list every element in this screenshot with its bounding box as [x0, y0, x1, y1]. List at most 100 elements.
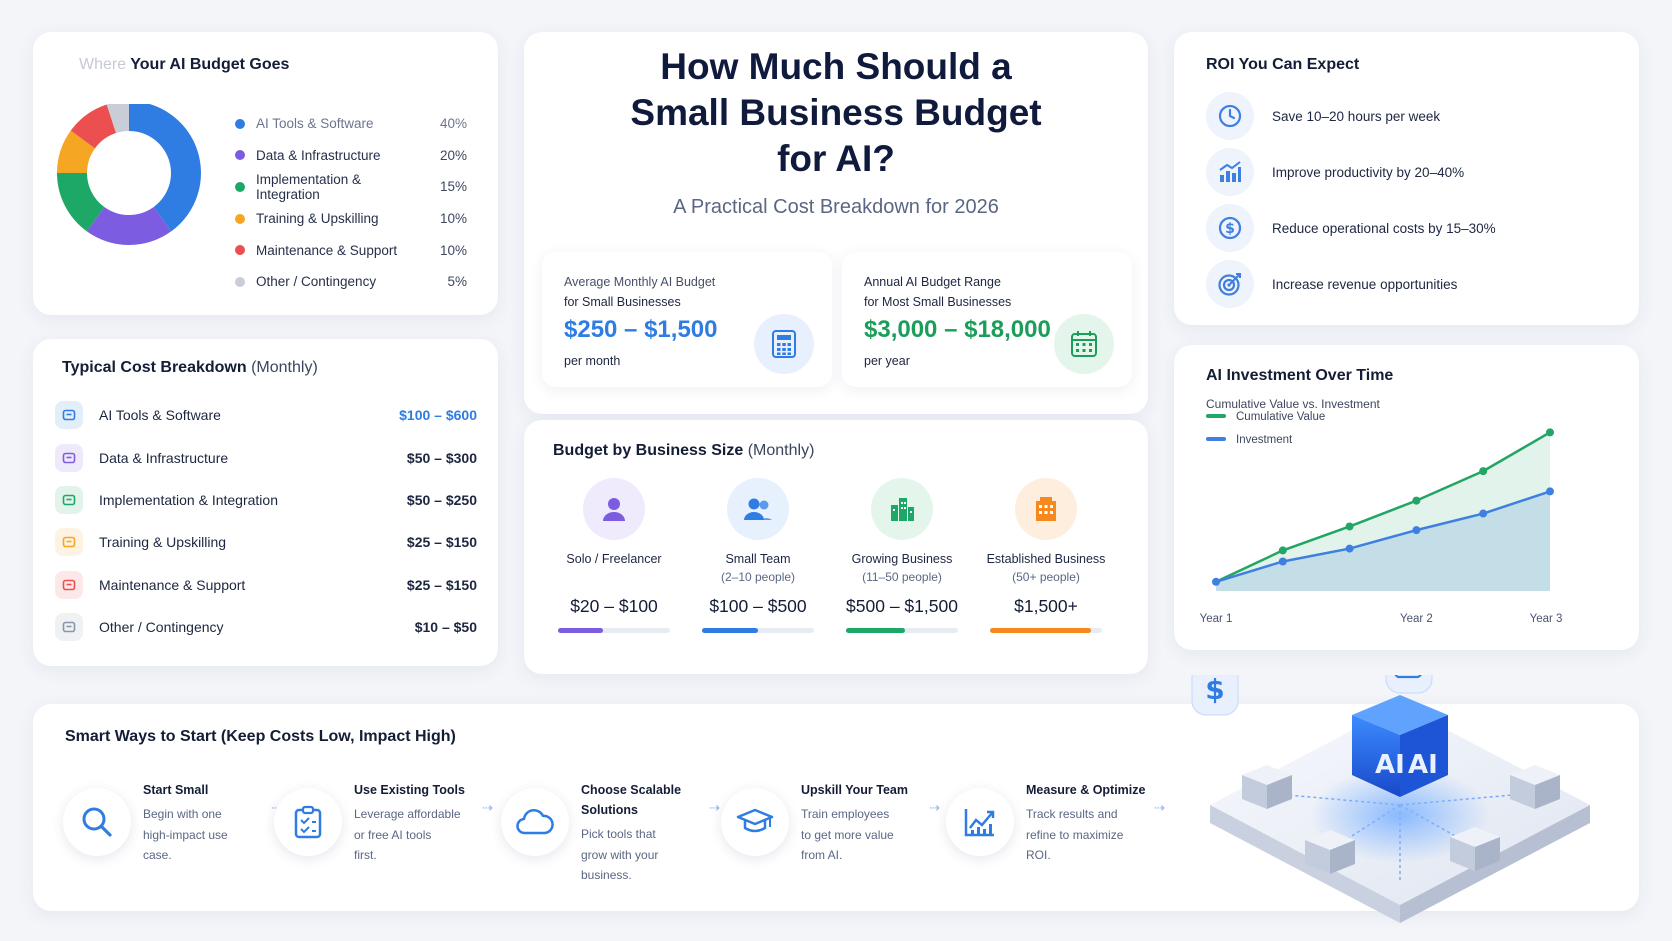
legend-swatch [235, 150, 245, 161]
cube-label-left: AI [1375, 750, 1405, 780]
legend-swatch [1206, 414, 1226, 418]
step-title: Start Small [143, 783, 209, 797]
size-price: $1,500+ [1014, 596, 1078, 616]
legend-label: Data & Infrastructure [256, 147, 381, 163]
step-title: Use Existing Tools [354, 783, 465, 797]
legend-label: Maintenance & Support [256, 242, 398, 258]
cost-label: Maintenance & Support [99, 576, 246, 593]
legend-label: Other / Contingency [256, 274, 377, 290]
cost-value: $50 – $250 [406, 491, 477, 508]
size-subtitle: (11–50 people) [862, 570, 942, 584]
series-point [1479, 467, 1488, 476]
step-title: Measure & Optimize [1026, 783, 1146, 797]
size-progress-bar [558, 628, 670, 633]
size-progress-fill [558, 628, 603, 633]
legend-swatch [235, 181, 245, 192]
cube-label-right: AI [1408, 750, 1438, 780]
series-point [1345, 522, 1354, 531]
legend-swatch [235, 245, 245, 256]
size-price: $500 – $1,500 [846, 596, 958, 616]
step-description: business. [581, 868, 632, 882]
roi-item: $ Reduce operational costs by 15–30% [1206, 200, 1496, 256]
calendar-icon [1054, 314, 1114, 374]
monthly-label-line1: Average Monthly AI Budget [564, 275, 716, 289]
line-growth-icon [946, 788, 1014, 856]
annual-amount: $3,000 – $18,000 [864, 316, 1051, 343]
line-card-subtitle: Cumulative Value vs. Investment [1206, 397, 1380, 411]
cost-label: Data & Infrastructure [99, 449, 229, 466]
roi-card-title: ROI You Can Expect [1206, 56, 1360, 73]
hero-card: How Much Should a Small Business Budget … [524, 32, 1148, 414]
size-subtitle [544, 570, 684, 586]
arrow-right-icon: ⇢ [929, 800, 940, 815]
size-column: Growing Business (11–50 people) $500 – $1,… [832, 478, 972, 633]
series-line-1 [1215, 490, 1551, 583]
business-size-card: Budget by Business Size (Monthly) Solo /… [524, 420, 1148, 674]
legend-label: Training & Upskilling [256, 211, 379, 227]
series-point [1345, 544, 1354, 553]
size-name: Growing Business [851, 552, 953, 566]
cost-value: $25 – $150 [406, 576, 477, 593]
bag-icon [55, 613, 83, 642]
series-line-0 [1215, 431, 1551, 583]
series-point [1546, 428, 1554, 437]
roi-list: Save 10–20 hours per week Improve product… [1206, 88, 1496, 312]
legend-percent: 20% [439, 147, 467, 163]
cost-row: Data & Infrastructure $50 – $300 [55, 436, 477, 478]
step-description: from AI. [801, 848, 843, 862]
cloud-bubble-icon [1385, 675, 1433, 694]
size-price: $20 – $100 [570, 596, 658, 616]
roi-text: Improve productivity by 20–40% [1272, 164, 1465, 180]
roi-text: Reduce operational costs by 15–30% [1272, 220, 1496, 236]
legend-swatch [235, 276, 245, 287]
size-name: Small Team [725, 552, 791, 566]
budget-distribution-card: Where Your AI Budget Goes AI Tools & Sof… [33, 32, 498, 315]
legend-label: Cumulative Value [1236, 411, 1325, 423]
graduation-cap-icon [721, 788, 789, 856]
x-tick-label: Year 2 [1400, 613, 1433, 625]
cost-label: Other / Contingency [99, 619, 224, 636]
annual-label-line2: for Most Small Businesses [864, 295, 1012, 309]
cost-label: Implementation & Integration [99, 491, 278, 508]
cost-row: Training & Upskilling $25 – $150 [55, 521, 477, 563]
ai-cube: AI AI [1352, 695, 1448, 797]
roi-text: Increase revenue opportunities [1272, 276, 1458, 292]
cost-row: AI Tools & Software $100 – $600 [55, 394, 477, 436]
svg-text:$: $ [1225, 221, 1235, 237]
size-price: $100 – $500 [709, 596, 807, 616]
arrow-right-icon: ⇢ [709, 800, 720, 815]
annual-budget-box: Annual AI Budget Range for Most Small Bu… [842, 252, 1132, 387]
series-point [1412, 496, 1421, 505]
size-progress-fill [702, 628, 758, 633]
legend-item: Training & Upskilling 10% [235, 203, 467, 235]
people-icon [727, 478, 789, 540]
step-description: Begin with one [143, 807, 222, 821]
legend-item: AI Tools & Software 40% [235, 108, 467, 140]
cost-label: Training & Upskilling [99, 534, 227, 551]
cost-list: AI Tools & Software $100 – $600 Data & Inf… [55, 394, 477, 648]
size-progress-bar [990, 628, 1102, 633]
legend-item: Other / Contingency 5% [235, 266, 467, 298]
step-title: Choose Scalable Solutions [581, 783, 682, 817]
cost-row: Implementation & Integration $50 – $250 [55, 479, 477, 521]
series-point [1278, 546, 1287, 555]
cost-value: $25 – $150 [406, 534, 477, 551]
legend-swatch [1206, 437, 1226, 441]
office-icon [1015, 478, 1077, 540]
cost-label: AI Tools & Software [99, 407, 221, 424]
size-subtitle: (50+ people) [1012, 570, 1080, 584]
legend-item: Data & Infrastructure 20% [235, 140, 467, 172]
size-subtitle: (2–10 people) [720, 570, 796, 584]
arrow-right-icon: ⇢ [1154, 800, 1165, 815]
cost-row: Other / Contingency $10 – $50 [55, 606, 477, 648]
page-title: How Much Should a Small Business Budget … [630, 46, 1042, 179]
step-description: Train employees [801, 807, 890, 821]
roi-item: Save 10–20 hours per week [1206, 88, 1496, 144]
dollar-bubble-icon: $ [1191, 675, 1239, 716]
cost-value: $100 – $600 [399, 407, 477, 424]
legend-item: Maintenance & Support 10% [235, 234, 467, 266]
legend-percent: 10% [439, 211, 467, 227]
ai-platform-illustration: AI AI $ [1191, 675, 1590, 923]
value-area [1216, 432, 1550, 591]
roi-text: Save 10–20 hours per week [1272, 108, 1441, 124]
